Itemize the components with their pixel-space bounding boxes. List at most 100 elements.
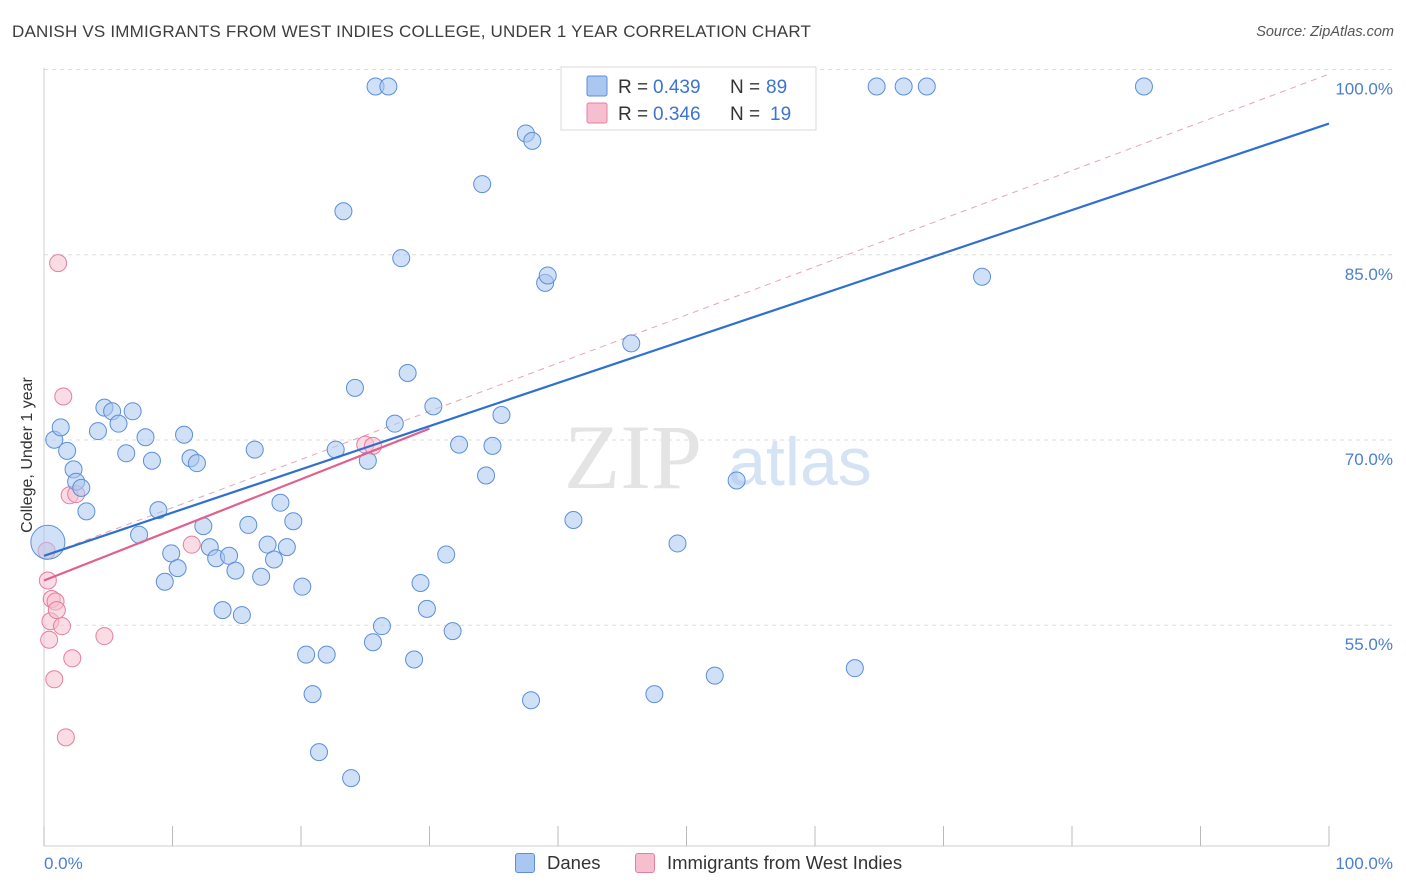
legend-r-value-danes: 0.439 <box>653 77 701 98</box>
chart-title: DANISH VS IMMIGRANTS FROM WEST INDIES CO… <box>12 22 812 41</box>
danes-point <box>162 544 181 563</box>
danes-point <box>483 436 502 455</box>
danes-point <box>917 77 936 96</box>
danes-point <box>297 645 316 664</box>
west-indies-point <box>56 728 75 747</box>
west-indies-point <box>63 649 82 668</box>
danes-point <box>72 478 91 497</box>
danes-point <box>220 546 239 565</box>
reference-dashed-line <box>43 73 1330 557</box>
danes-point <box>213 601 232 620</box>
bottom-legend-label-danes: Danes <box>547 852 601 873</box>
danes-point <box>894 77 913 96</box>
series-west-indies-points <box>37 254 382 747</box>
danes-point <box>258 535 277 554</box>
danes-point <box>477 466 496 485</box>
danes-point <box>668 534 687 553</box>
y-tick-label: 85.0% <box>1345 265 1393 284</box>
bottom-legend-label-west-indies: Immigrants from West Indies <box>667 852 903 873</box>
series-danes-points <box>30 77 1153 788</box>
danes-point <box>645 685 664 704</box>
danes-point <box>123 402 142 421</box>
danes-point <box>437 545 456 564</box>
legend-swatch-west-indies <box>586 102 608 124</box>
danes-point <box>845 659 864 678</box>
danes-point <box>155 572 174 591</box>
watermark-atlas: atlas <box>728 424 872 500</box>
danes-point <box>293 577 312 596</box>
danes-point <box>309 743 328 762</box>
west-indies-point <box>182 535 201 554</box>
danes-point <box>109 414 128 433</box>
danes-point <box>867 77 886 96</box>
legend-r-value-west-indies: 0.346 <box>653 104 701 125</box>
danes-point <box>398 364 417 383</box>
danes-point <box>342 769 361 788</box>
legend-n-value-danes: 89 <box>766 77 787 98</box>
danes-point <box>284 512 303 531</box>
danes-point <box>239 515 258 534</box>
danes-point <box>372 617 391 636</box>
x-ticks <box>43 826 1330 847</box>
bottom-legend-swatch-west-indies <box>635 853 655 873</box>
danes-point <box>277 538 296 557</box>
west-indies-point <box>40 630 59 649</box>
danes-point <box>51 418 70 437</box>
legend: R = 0.439 N = 89 R = 0.346 N = 19 <box>560 66 817 131</box>
danes-point <box>523 131 542 150</box>
watermark-zip: ZIP <box>564 406 702 508</box>
danes-point <box>187 454 206 473</box>
danes-point <box>345 378 364 397</box>
danes-point <box>705 666 724 685</box>
y-tick-label: 100.0% <box>1335 80 1393 99</box>
danes-point <box>58 441 77 460</box>
danes-point <box>363 633 382 652</box>
y-tick-label: 70.0% <box>1345 450 1393 469</box>
west-indies-point <box>54 387 73 406</box>
source-label: Source: ZipAtlas.com <box>1256 24 1394 40</box>
bottom-legend: Danes Immigrants from West Indies <box>0 850 1406 878</box>
danes-point <box>117 444 136 463</box>
danes-point <box>265 550 284 569</box>
danes-point <box>232 606 251 625</box>
danes-point <box>450 435 469 454</box>
legend-n-value-west-indies: 19 <box>770 104 791 125</box>
legend-r-label-west-indies: R = <box>618 104 653 125</box>
danes-point <box>77 502 96 521</box>
west-indies-trend-line <box>43 427 430 582</box>
bottom-legend-swatch-danes <box>515 853 535 873</box>
danes-point <box>334 202 353 221</box>
y-tick-labels: 55.0% 70.0% 85.0% 100.0% <box>1335 80 1393 655</box>
legend-swatch-danes <box>586 75 608 97</box>
danes-point <box>443 622 462 641</box>
x-tick-labels: 0.0% 100.0% <box>44 854 1393 873</box>
trend-lines <box>43 122 1330 582</box>
danes-point <box>564 510 583 529</box>
west-indies-point <box>95 627 114 646</box>
danes-point <box>473 175 492 194</box>
danes-point <box>149 501 168 520</box>
danes-point <box>538 266 557 285</box>
y-tick-label: 55.0% <box>1345 635 1393 654</box>
west-indies-point <box>49 254 68 273</box>
danes-trend-line <box>43 122 1330 557</box>
danes-point <box>303 685 322 704</box>
danes-point <box>424 397 443 416</box>
danes-point <box>392 249 411 268</box>
danes-point <box>492 406 511 425</box>
danes-point <box>379 77 398 96</box>
danes-point <box>245 440 264 459</box>
danes-point <box>142 451 161 470</box>
west-indies-point <box>38 571 57 590</box>
danes-point <box>727 471 746 490</box>
legend-n-label-danes: N = <box>730 77 765 98</box>
bottom-legend-west-indies: Immigrants from West Indies <box>635 852 902 874</box>
danes-point <box>417 599 436 618</box>
reference-line <box>43 73 1330 557</box>
danes-point <box>411 573 430 592</box>
danes-point <box>252 567 271 586</box>
danes-point <box>622 334 641 353</box>
danes-point <box>88 422 107 441</box>
danes-point <box>226 561 245 580</box>
